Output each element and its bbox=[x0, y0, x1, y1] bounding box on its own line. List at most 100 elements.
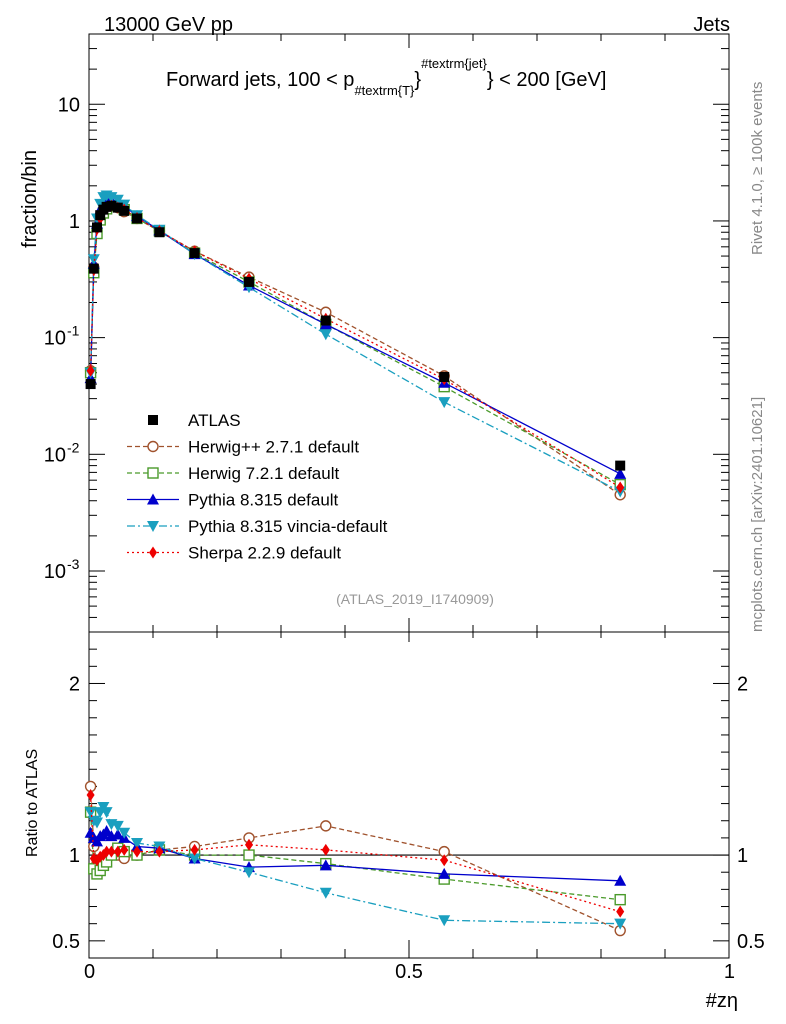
title-prefix: Forward jets, 100 < p bbox=[166, 69, 354, 91]
series-point-ratio bbox=[118, 827, 131, 839]
series-point-ratio bbox=[120, 843, 129, 856]
data-point bbox=[132, 213, 142, 224]
legend-label: Pythia 8.315 vincia-default bbox=[188, 517, 388, 536]
data-point bbox=[615, 460, 626, 471]
ratio-y-axis-label: Ratio to ATLAS bbox=[24, 749, 41, 857]
x-tick-label: 0 bbox=[84, 961, 95, 983]
legend-label: Pythia 8.315 default bbox=[188, 491, 339, 510]
series-point-ratio bbox=[113, 845, 122, 858]
series-point-ratio bbox=[100, 807, 113, 819]
x-tick-label: 1 bbox=[724, 961, 735, 983]
data-point bbox=[106, 200, 117, 211]
y-tick-exponent: -2 bbox=[67, 439, 80, 455]
legend-marker bbox=[147, 521, 159, 532]
header-energy-label: 13000 GeV pp bbox=[104, 14, 233, 36]
series-point-ratio bbox=[319, 859, 332, 871]
series-point-ratio bbox=[440, 854, 449, 867]
analysis-label: (ATLAS_2019_I1740909) bbox=[336, 591, 494, 607]
y-tick-label: 10 bbox=[44, 444, 66, 466]
chart-title: Forward jets, 100 < p#textrm{T}}#textrm{… bbox=[166, 56, 606, 98]
series-point-ratio bbox=[91, 817, 103, 829]
legend-label: Herwig 7.2.1 default bbox=[188, 464, 339, 483]
series-point-main bbox=[86, 364, 95, 377]
ratio-tick-label-right: 1 bbox=[737, 845, 748, 867]
rivet-version-label: Rivet 4.1.0, ≥ 100k events bbox=[749, 82, 766, 255]
series-point-ratio bbox=[245, 838, 253, 851]
series-point-ratio bbox=[111, 820, 124, 832]
legend-label: Sherpa 2.2.9 default bbox=[188, 544, 341, 563]
series-point-ratio bbox=[155, 845, 164, 858]
title-superscript: #textrm{jet} bbox=[421, 56, 487, 71]
series-point-ratio bbox=[438, 915, 451, 927]
title-subscript: #textrm{T} bbox=[354, 83, 415, 98]
y-tick-exponent: -1 bbox=[67, 323, 80, 339]
data-point bbox=[119, 205, 130, 216]
series-point-main bbox=[616, 481, 625, 494]
series-point-ratio bbox=[614, 893, 626, 906]
series-point-main bbox=[111, 194, 124, 206]
series-point-ratio bbox=[320, 820, 332, 832]
series-point-ratio bbox=[188, 853, 201, 865]
legend-marker bbox=[147, 493, 159, 505]
series-point-ratio bbox=[243, 867, 255, 879]
series-point-ratio bbox=[84, 807, 97, 819]
series-line-main-2 bbox=[89, 199, 621, 475]
series-point-main bbox=[614, 467, 627, 479]
series-line-ratio-1 bbox=[89, 812, 621, 901]
series-line-ratio-4 bbox=[89, 794, 621, 913]
main-series-layer bbox=[84, 190, 627, 501]
series-point-main bbox=[87, 254, 100, 266]
legend-marker bbox=[147, 467, 159, 479]
legend-marker bbox=[148, 415, 158, 425]
series-point-ratio bbox=[243, 849, 255, 861]
main-plot-frame bbox=[88, 33, 730, 633]
legend: ATLAS Herwig++ 2.7.1 default Herwig 7.2.1 … bbox=[127, 411, 388, 563]
ratio-tick-label-right: 0.5 bbox=[737, 931, 765, 953]
series-point-ratio bbox=[133, 845, 141, 858]
x-tick-label: 0.5 bbox=[395, 961, 423, 983]
series-point-ratio bbox=[614, 918, 627, 930]
title-brace: } bbox=[414, 69, 421, 91]
y-tick-label: 10 bbox=[44, 328, 66, 350]
data-point bbox=[154, 227, 165, 238]
data-point bbox=[88, 263, 99, 274]
series-point-ratio bbox=[614, 874, 627, 886]
series-point-ratio bbox=[100, 825, 113, 837]
series-point-ratio bbox=[107, 845, 116, 858]
series-point-main bbox=[319, 329, 332, 341]
series-point-ratio bbox=[131, 838, 143, 850]
header-jets-label: Jets bbox=[693, 14, 730, 36]
ratio-tick-label: 1 bbox=[69, 845, 80, 867]
title-suffix: } < 200 [GeV] bbox=[487, 69, 607, 91]
x-axis-label: #zη bbox=[706, 990, 738, 1012]
y-tick-exponent: -3 bbox=[67, 556, 80, 572]
data-point bbox=[85, 379, 96, 390]
series-point-ratio bbox=[321, 843, 330, 856]
ratio-tick-label: 0.5 bbox=[52, 931, 80, 953]
data-point bbox=[112, 202, 123, 213]
series-line-ratio-2 bbox=[90, 830, 621, 882]
series-point-main bbox=[438, 397, 451, 409]
ratio-series-layer bbox=[84, 780, 627, 937]
legend-label: ATLAS bbox=[188, 411, 241, 430]
legend-marker bbox=[147, 440, 159, 453]
series-point-ratio bbox=[438, 867, 451, 879]
series-point-ratio bbox=[86, 789, 95, 801]
data-point bbox=[189, 248, 200, 259]
legend-marker bbox=[149, 546, 157, 559]
mcplots-label: mcplots.cern.ch [arXiv:2401.10621] bbox=[749, 397, 766, 632]
data-point bbox=[244, 276, 254, 287]
y-axis-label: fraction/bin bbox=[19, 150, 41, 248]
data-point bbox=[95, 210, 106, 221]
ratio-plot-frame bbox=[88, 631, 730, 959]
data-point bbox=[92, 222, 102, 233]
legend-label: Herwig++ 2.7.1 default bbox=[188, 438, 359, 457]
y-tick-label: 10 bbox=[58, 94, 80, 116]
series-line-ratio-0 bbox=[89, 786, 621, 932]
ratio-tick-label: 2 bbox=[69, 673, 80, 695]
ratio-tick-label-right: 2 bbox=[737, 673, 748, 695]
data-point bbox=[320, 315, 331, 326]
series-point-ratio bbox=[190, 843, 199, 856]
